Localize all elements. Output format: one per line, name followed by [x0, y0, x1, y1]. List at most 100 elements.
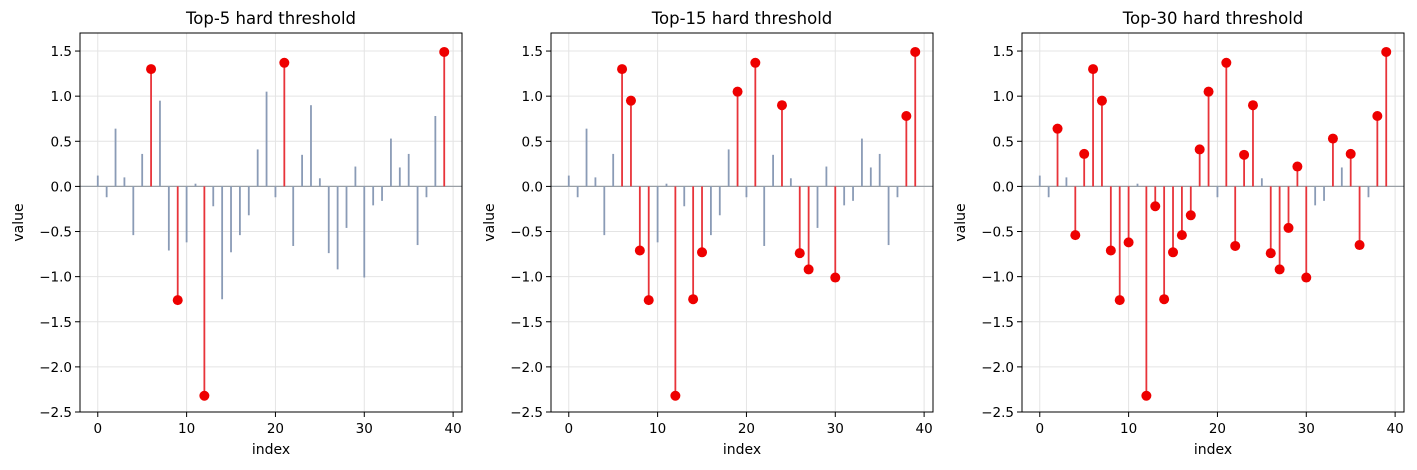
y-tick-label: −1.0	[39, 270, 72, 286]
y-tick-label: 1.0	[993, 89, 1014, 105]
stem-marker	[910, 46, 921, 57]
y-tick-label: −0.5	[39, 225, 72, 241]
stem-marker	[1274, 264, 1285, 275]
stem-marker	[1176, 230, 1187, 241]
x-tick-label: 10	[649, 421, 666, 437]
stem-marker	[1194, 144, 1205, 155]
x-tick-label: 30	[356, 421, 373, 437]
y-tick-label: 0.5	[51, 134, 72, 150]
y-axis-label: value	[953, 203, 969, 241]
stem-marker	[1096, 95, 1107, 106]
y-tick-label: −2.5	[510, 405, 543, 421]
stem-marker	[634, 245, 645, 256]
x-axis-label: index	[723, 442, 761, 458]
x-tick-label: 10	[1120, 421, 1137, 437]
y-tick-label: −2.5	[39, 405, 72, 421]
stem-marker	[732, 86, 743, 97]
stem-marker	[794, 248, 805, 259]
y-tick-label: −1.5	[39, 315, 72, 331]
stem-marker	[1283, 222, 1294, 233]
y-tick-label: 0.0	[993, 179, 1014, 195]
stem-marker	[1221, 57, 1232, 68]
stem-marker	[697, 247, 708, 258]
stem-marker	[803, 264, 814, 275]
y-tick-label: −2.0	[981, 360, 1014, 376]
y-axis-label: value	[482, 203, 498, 241]
x-tick-label: 20	[738, 421, 755, 437]
stem-marker	[1301, 272, 1312, 283]
stem-marker	[1247, 100, 1258, 111]
stem-marker	[1114, 295, 1125, 306]
stem-marker	[1292, 161, 1303, 172]
stem-marker	[901, 111, 912, 122]
stem-marker	[625, 95, 636, 106]
axes-frame	[550, 32, 934, 413]
stem-marker	[199, 390, 210, 401]
stem-marker	[1105, 245, 1116, 256]
stem-marker	[776, 100, 787, 111]
stem-marker	[688, 294, 699, 305]
y-tick-label: −2.0	[39, 360, 72, 376]
stem-marker	[1052, 123, 1063, 134]
y-tick-label: 1.5	[993, 44, 1014, 60]
x-tick-label: 0	[93, 421, 102, 437]
stem-marker	[1141, 390, 1152, 401]
stem-marker	[279, 57, 290, 68]
x-tick-label: 30	[827, 421, 844, 437]
stem-marker	[643, 295, 654, 306]
stem-marker	[1381, 46, 1392, 57]
axes-frame	[79, 32, 463, 413]
chart-title: Top-15 hard threshold	[651, 9, 833, 28]
x-tick-label: 0	[564, 421, 573, 437]
y-tick-label: 0.0	[51, 179, 72, 195]
x-tick-label: 40	[1387, 421, 1404, 437]
y-tick-label: −1.0	[510, 270, 543, 286]
stem-marker	[1230, 240, 1241, 251]
x-tick-label: 30	[1298, 421, 1315, 437]
stem-marker	[1150, 201, 1161, 212]
stem-marker	[617, 64, 628, 75]
x-axis-label: index	[1194, 442, 1232, 458]
stem-marker	[1345, 148, 1356, 159]
stem-marker	[172, 295, 183, 306]
y-tick-label: −1.5	[510, 315, 543, 331]
stem-marker	[1159, 294, 1170, 305]
chart-panel-1: 0 10 20 30 40 −2.5 −2.0 −1.5 −1.0 −0.5 0.0 0.5 1.0 1.…	[11, 9, 463, 458]
stem-marker	[1203, 86, 1214, 97]
stem-marker	[1265, 248, 1276, 259]
axes-frame	[1021, 32, 1405, 413]
y-tick-label: −0.5	[981, 225, 1014, 241]
stem-marker	[1088, 64, 1099, 75]
chart-panel-2: 0 10 20 30 40 −2.5 −2.0 −1.5 −1.0 −0.5 0.0 0.5 1.0 1.…	[482, 9, 934, 458]
y-tick-label: 0.5	[993, 134, 1014, 150]
stem-marker	[1327, 133, 1338, 144]
stem-marker	[1070, 230, 1081, 241]
y-tick-label: 1.0	[522, 89, 543, 105]
stem-marker	[146, 64, 157, 75]
stem-marker	[1079, 148, 1090, 159]
chart-title: Top-30 hard threshold	[1122, 9, 1304, 28]
x-tick-label: 20	[1209, 421, 1226, 437]
y-tick-label: −1.5	[981, 315, 1014, 331]
stem-marker	[670, 390, 681, 401]
y-axis-label: value	[11, 203, 27, 241]
stem-marker	[1123, 237, 1134, 248]
stem-marker	[1168, 247, 1179, 258]
chart-title: Top-5 hard threshold	[185, 9, 356, 28]
y-tick-label: −2.5	[981, 405, 1014, 421]
x-axis-label: index	[252, 442, 290, 458]
x-tick-label: 40	[916, 421, 933, 437]
stem-marker	[439, 46, 450, 57]
y-tick-label: −0.5	[510, 225, 543, 241]
y-tick-label: 1.0	[51, 89, 72, 105]
x-tick-label: 10	[178, 421, 195, 437]
y-tick-label: 1.5	[522, 44, 543, 60]
stem-marker	[750, 57, 761, 68]
chart-panel-3: 0 10 20 30 40 −2.5 −2.0 −1.5 −1.0 −0.5 0.0 0.5 1.0 1.…	[953, 9, 1405, 458]
stem-marker	[1354, 240, 1365, 251]
x-tick-label: 0	[1035, 421, 1044, 437]
y-tick-label: 1.5	[51, 44, 72, 60]
y-tick-label: 0.5	[522, 134, 543, 150]
stem-marker	[1372, 111, 1383, 122]
